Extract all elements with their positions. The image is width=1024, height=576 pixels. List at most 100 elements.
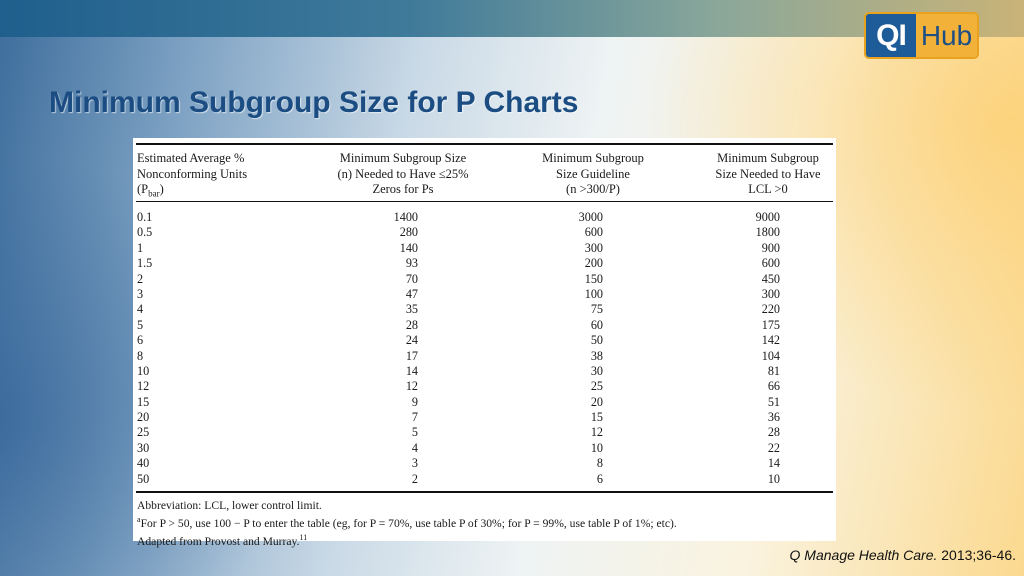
table-cell: 7 (411, 410, 418, 425)
header-line: (Pbar) (137, 182, 164, 199)
table-cell: 4 (411, 440, 418, 455)
table-cell: 25 (590, 379, 603, 394)
table-cell: 12 (405, 379, 418, 394)
citation: Q Manage Health Care. 2013;36-46. (789, 547, 1016, 563)
table-cell: 66 (767, 379, 780, 394)
table-body: 0.1 1400 3000 9000 0.5 280 600 1800 1 140 300 900 1.… (133, 210, 836, 487)
table-row: 4 35 75 220 (133, 302, 836, 317)
table-cell: 14 (767, 456, 780, 471)
table-cell: 3 (137, 286, 144, 301)
table-cell: 100 (584, 286, 603, 301)
table-cell: 175 (761, 317, 780, 332)
table-cell: 51 (767, 394, 780, 409)
table-cell: 12 (137, 379, 150, 394)
table-cell: 300 (584, 240, 603, 255)
table-cell: 150 (584, 271, 603, 286)
header-line: Minimum Subgroup (717, 151, 819, 165)
table-cell: 70 (405, 271, 418, 286)
table-row: 50 2 6 10 (133, 472, 836, 487)
table-cell: 20 (590, 394, 603, 409)
table-row: 30 4 10 22 (133, 441, 836, 456)
header-line: (n) Needed to Have ≤25% (337, 166, 469, 181)
header-line: Size Needed to Have (715, 166, 821, 181)
table-cell: 75 (590, 302, 603, 317)
table-cell: 9000 (755, 210, 780, 224)
table-cell: 20 (137, 410, 150, 425)
note-adapted: Adapted from Provost and Murray.11 (137, 532, 308, 548)
table-cell: 140 (399, 240, 418, 255)
header-min-subgroup-guideline: Minimum Subgroup Size Guideline (n >300/… (513, 151, 673, 198)
header-line: Zeros for Ps (372, 182, 434, 196)
table-cell: 1.5 (137, 256, 153, 271)
table-cell: 2 (411, 471, 418, 486)
table-cell: 22 (767, 440, 780, 455)
table-cell: 10 (137, 363, 150, 378)
slide-title: Minimum Subgroup Size for P Charts (49, 86, 579, 119)
table-cell: 60 (590, 317, 603, 332)
table-cell: 50 (137, 471, 150, 486)
table-cell: 600 (584, 225, 603, 240)
logo-hub-text: Hub (916, 14, 977, 57)
table-cell: 10 (590, 440, 603, 455)
header-line: Minimum Subgroup Size (339, 151, 467, 165)
header-line: LCL >0 (748, 182, 788, 196)
table-row: 3 47 100 300 (133, 287, 836, 302)
table-bottom-rule (136, 491, 833, 493)
table-row: 10 14 30 81 (133, 364, 836, 379)
table-cell: 6 (596, 471, 603, 486)
table-cell: 50 (590, 333, 603, 348)
header-line: Size Guideline (556, 166, 630, 181)
table-cell: 40 (137, 456, 150, 471)
table-cell: 1400 (393, 210, 418, 224)
table-row: 15 9 20 51 (133, 395, 836, 410)
table-cell: 1 (137, 240, 144, 255)
header-line: (n >300/P) (566, 182, 620, 196)
table-cell: 450 (761, 271, 780, 286)
table-cell: 220 (761, 302, 780, 317)
table-cell: 15 (590, 410, 603, 425)
table-row: 20 7 15 36 (133, 410, 836, 425)
table-cell: 30 (137, 440, 150, 455)
table-cell: 300 (761, 286, 780, 301)
table-cell: 25 (137, 425, 150, 440)
table-row: 1 140 300 900 (133, 241, 836, 256)
table-cell: 93 (405, 256, 418, 271)
table-cell: 28 (405, 317, 418, 332)
table-cell: 600 (761, 256, 780, 271)
table-cell: 15 (137, 394, 150, 409)
table-cell: 6 (137, 333, 144, 348)
table-cell: 17 (405, 348, 418, 363)
table-cell: 47 (405, 286, 418, 301)
header-min-subgroup-zeros: Minimum Subgroup Size (n) Needed to Have… (323, 151, 483, 198)
table-cell: 0.5 (137, 225, 153, 240)
table-cell: 81 (767, 363, 780, 378)
table-cell: 10 (767, 471, 780, 486)
table-row: 0.1 1400 3000 9000 (133, 210, 836, 225)
table-row: 6 24 50 142 (133, 333, 836, 348)
header-min-subgroup-lcl: Minimum Subgroup Size Needed to Have LCL… (688, 151, 848, 198)
top-banner (0, 0, 1024, 37)
note-footnote: aFor P > 50, use 100 − P to enter the ta… (137, 515, 677, 530)
table-cell: 5 (137, 317, 144, 332)
table-cell: 8 (596, 456, 603, 471)
qihub-logo: QI Hub (866, 14, 977, 57)
header-line: Estimated Average % (137, 151, 245, 165)
header-line: Nonconforming Units (137, 166, 248, 181)
table-row: 8 17 38 104 (133, 349, 836, 364)
table-cell: 24 (405, 333, 418, 348)
subgroup-size-table: Estimated Average % Nonconforming Units … (133, 138, 836, 548)
table-cell: 36 (767, 410, 780, 425)
table-row: 12 12 25 66 (133, 379, 836, 394)
table-row: 0.5 280 600 1800 (133, 225, 836, 240)
table-cell: 38 (590, 348, 603, 363)
table-cell: 3 (411, 456, 418, 471)
table-row: 2 70 150 450 (133, 272, 836, 287)
table-cell: 9 (411, 394, 418, 409)
table-cell: 14 (405, 363, 418, 378)
table-cell: 8 (137, 348, 144, 363)
table-row: 5 28 60 175 (133, 318, 836, 333)
table-cell: 1800 (755, 225, 780, 240)
table-cell: 30 (590, 363, 603, 378)
table-cell: 104 (761, 348, 780, 363)
table-top-rule (136, 143, 833, 145)
